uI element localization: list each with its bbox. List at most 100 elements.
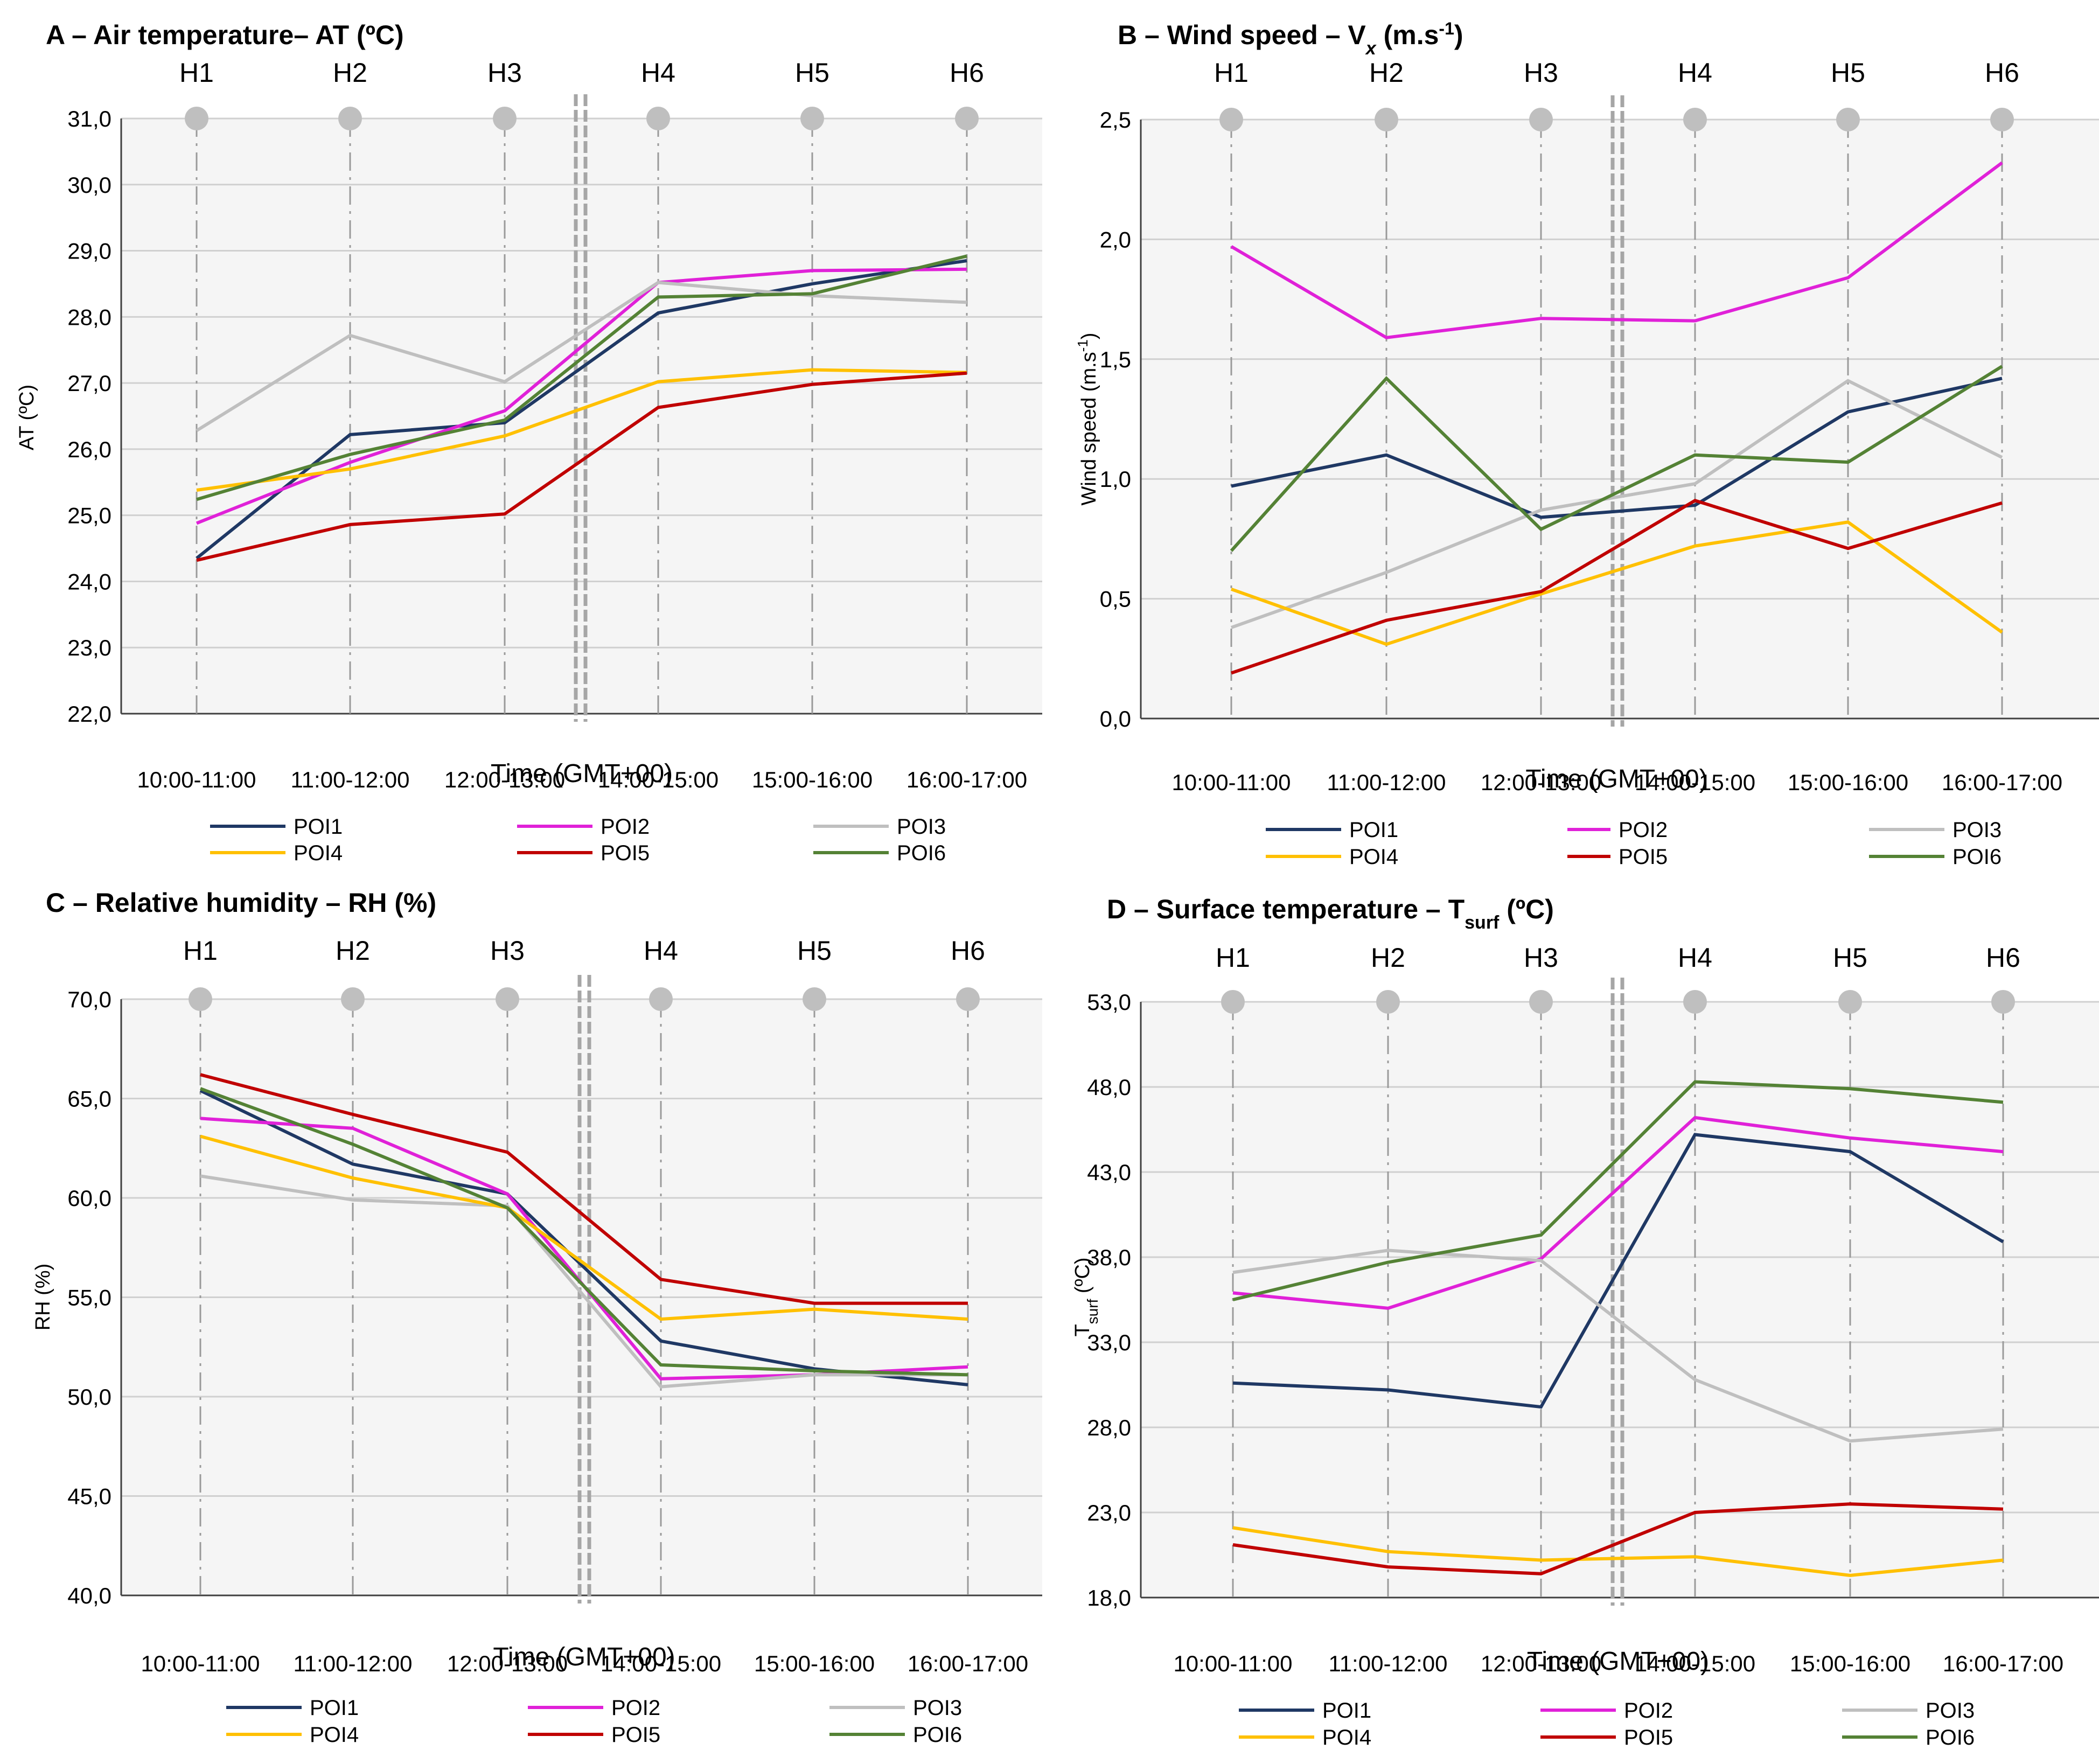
hour-label: H3 [490,936,525,966]
y-axis-label: Wind speed (m.s-1) [1075,333,1100,506]
x-tick-label: 12:00-13:00 [447,1651,568,1676]
hour-label: H2 [333,58,367,88]
legend-label-poi3: POI3 [1926,1699,1975,1723]
y-tick-label: 23,0 [67,635,111,660]
hour-marker [649,987,673,1011]
legend-label-poi3: POI3 [897,815,946,839]
y-tick-label: 27,0 [67,371,111,396]
chart-title: D – Surface temperature – Tsurf (ºC) [1107,894,1554,933]
hour-marker [496,987,519,1011]
y-tick-label: 18,0 [1087,1585,1131,1610]
x-tick-label: 14:00-15:00 [598,767,719,792]
series-line-poi5 [1231,498,2003,675]
x-tick-label: 14:00-15:00 [1635,1651,1755,1676]
legend-label-poi4: POI4 [294,841,343,865]
legend-label-poi5: POI5 [1624,1726,1673,1749]
hour-label: H2 [1369,58,1404,88]
chart-panel-c: 40,0 45,0 50,0 55,0 60,0 65,0 70,0 H1 10:00-11:0… [32,888,1042,1747]
series-line-poi3 [1230,379,2003,629]
y-axis-label: RH (%) [32,1264,54,1331]
hour-marker [803,987,826,1011]
series-line-poi5 [196,371,967,562]
legend-label-poi1: POI1 [310,1696,359,1720]
y-tick-label: 24,0 [67,569,111,594]
hour-marker [1683,990,1707,1014]
y-tick-label: 29,0 [67,239,111,264]
hour-label: H1 [1214,58,1249,88]
series-line-poi2 [1230,161,2003,339]
hour-marker [185,107,208,130]
chart-title: C – Relative humidity – RH (%) [46,888,436,918]
x-tick-label: 16:00-17:00 [1942,770,2062,795]
hour-marker [341,987,365,1011]
hour-label: H6 [1986,943,2020,973]
legend-label-poi6: POI6 [1952,845,2002,869]
y-axis-label-subscript: surf [1084,1299,1101,1324]
y-axis-label-superscript: -1 [1075,339,1091,352]
hour-label: H5 [1833,943,1867,973]
y-tick-label: 65,0 [67,1086,111,1112]
y-tick-label: 70,0 [67,987,111,1012]
y-tick-label: 33,0 [1087,1330,1131,1355]
legend-label-poi3: POI3 [913,1696,962,1720]
chart-panel-a: 22,0 23,0 24,0 25,0 26,0 27,0 28,0 29,0 30,0 31,0… [16,20,1042,865]
y-tick-label: 40,0 [67,1583,111,1608]
legend-label-poi2: POI2 [1624,1699,1673,1723]
chart-title-text: A – Air temperature– AT (ºC) [46,20,404,50]
x-tick-label: 15:00-16:00 [752,767,873,792]
hour-marker [1376,990,1400,1014]
chart-title: B – Wind speed – Vx (m.s-1) [1118,19,1463,59]
legend-label-poi1: POI1 [1349,818,1398,842]
legend-label-poi1: POI1 [1322,1699,1371,1723]
hour-marker [800,107,824,130]
chart-panel-d: 18,0 23,0 28,0 33,0 38,0 43,0 48,0 53,0 H1 10:00-… [1071,894,2099,1749]
x-tick-label: 15:00-16:00 [1788,770,1908,795]
legend-label-poi6: POI6 [913,1723,962,1747]
chart-title: A – Air temperature– AT (ºC) [46,20,404,50]
legend-label-poi4: POI4 [1322,1726,1371,1749]
series-line-poi5 [200,1073,968,1305]
y-tick-label: 28,0 [67,304,111,330]
hour-label: H2 [1371,943,1405,973]
x-tick-label: 15:00-16:00 [1790,1651,1910,1676]
y-axis-label-end: ) [1078,333,1100,340]
series-line-poi6 [1230,365,2003,552]
series-line-poi4 [200,1134,968,1321]
hour-marker [1219,108,1243,131]
chart-panel-b: 0,0 0,5 1,0 1,5 2,0 2,5 H1 10:00-11:00 H2 11:00-1… [1075,19,2099,869]
hour-label: H1 [183,936,218,966]
y-tick-label: 1,5 [1100,347,1131,372]
x-tick-label: 12:00-13:00 [444,767,565,792]
plot-area [1141,120,2099,719]
chart-title-text: B – Wind speed – V [1118,20,1366,50]
y-tick-label: 48,0 [1087,1075,1131,1100]
x-tick-label: 10:00-11:00 [141,1651,260,1676]
hour-marker [955,107,979,130]
hour-label: H4 [1678,943,1712,973]
y-tick-label: 31,0 [67,106,111,131]
y-tick-label: 23,0 [1087,1500,1131,1525]
hour-marker [1836,108,1860,131]
y-axis-label: Tsurf (ºC) [1071,1257,1101,1336]
hour-marker [1529,990,1553,1014]
legend-label-poi2: POI2 [1619,818,1668,842]
y-tick-label: 60,0 [67,1186,111,1211]
y-axis-label-text: Wind speed (m.s [1078,352,1100,505]
chart-title-text: C – Relative humidity – RH (%) [46,888,436,918]
chart-title-subscript: x [1365,38,1377,59]
series-line-poi4 [1232,1526,2004,1577]
legend-label-poi4: POI4 [310,1723,359,1747]
hour-label: H5 [1831,58,1865,88]
y-axis-label-text: T [1071,1324,1094,1336]
y-tick-label: 0,0 [1100,706,1131,731]
x-axis-label: Time (GMT+00) [491,759,673,788]
series-line-poi1 [196,259,967,560]
y-tick-label: 38,0 [1087,1245,1131,1270]
y-tick-label: 2,5 [1100,107,1131,133]
series-line-poi4 [196,368,967,492]
y-tick-label: 43,0 [1087,1160,1131,1185]
y-tick-label: 1,0 [1100,466,1131,492]
legend-label-poi5: POI5 [611,1723,660,1747]
hour-marker [1683,108,1707,131]
x-tick-label: 14:00-15:00 [601,1651,721,1676]
